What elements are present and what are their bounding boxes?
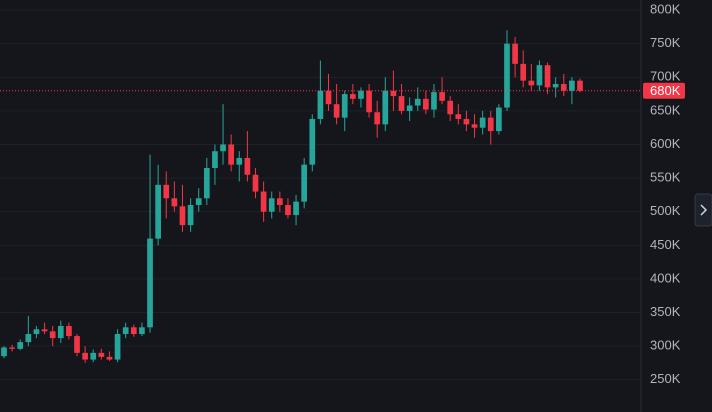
candle-body xyxy=(390,90,397,97)
candle-body xyxy=(220,144,226,152)
candle-body xyxy=(98,352,105,357)
candle-body xyxy=(106,356,113,360)
candle-body xyxy=(33,329,40,335)
candle-body xyxy=(366,90,372,113)
candle-body xyxy=(212,151,218,169)
candle-body xyxy=(114,334,121,360)
candle-body xyxy=(455,114,462,119)
candle-body xyxy=(276,198,283,205)
candle-body xyxy=(374,112,381,125)
candle-body xyxy=(560,84,567,91)
candle-body xyxy=(82,352,88,360)
candle-body xyxy=(487,117,494,132)
candle-body xyxy=(171,198,178,207)
candle-body xyxy=(350,94,356,99)
candle-body xyxy=(431,92,437,110)
candle-body xyxy=(130,327,137,335)
candle-body xyxy=(301,164,308,202)
candle-body xyxy=(9,347,15,349)
candle-body xyxy=(41,329,48,332)
candle-body xyxy=(552,84,559,88)
y-tick-label: 450K xyxy=(650,237,681,252)
candle-body xyxy=(325,90,332,105)
candle-body xyxy=(244,157,251,175)
candle-body xyxy=(90,352,97,360)
candle-body xyxy=(293,201,299,216)
candle-body xyxy=(479,117,486,128)
candle-body xyxy=(179,206,186,226)
candle-body xyxy=(414,98,421,106)
candle-body xyxy=(309,118,316,165)
y-tick-label: 600K xyxy=(650,136,681,151)
y-tick-label: 700K xyxy=(650,69,681,84)
candle-body xyxy=(544,65,551,88)
candle-body xyxy=(49,331,56,339)
candle-body xyxy=(203,168,210,199)
candle-body xyxy=(471,124,478,128)
y-tick-label: 350K xyxy=(650,304,681,319)
candle-body xyxy=(25,334,32,343)
candle-body xyxy=(139,327,145,335)
candle-body xyxy=(1,347,7,357)
candle-body xyxy=(382,90,389,125)
candle-body xyxy=(268,198,275,212)
candle-body xyxy=(147,238,153,328)
candle-body xyxy=(447,100,454,115)
y-tick-label: 750K xyxy=(650,35,681,50)
candle-body xyxy=(528,80,535,86)
candle-body xyxy=(236,157,243,165)
candle-body xyxy=(228,144,234,165)
last-price-box xyxy=(643,82,685,99)
candle-body xyxy=(260,191,267,212)
candle-body xyxy=(317,90,324,119)
candle-body xyxy=(358,90,364,99)
candle-body xyxy=(74,336,80,353)
candle-body xyxy=(463,118,470,125)
candle-body xyxy=(333,104,340,118)
last-price-label: 680K xyxy=(650,83,681,98)
candle-body xyxy=(341,94,348,118)
y-tick-label: 300K xyxy=(650,338,681,353)
candle-body xyxy=(252,174,259,192)
y-tick-label: 800K xyxy=(650,2,681,17)
candle-body xyxy=(195,198,202,205)
candle-body xyxy=(577,80,583,91)
candle-body xyxy=(504,43,510,108)
scroll-button[interactable] xyxy=(694,193,712,227)
candle-body xyxy=(285,204,291,216)
candle-body xyxy=(439,92,445,101)
candle-body xyxy=(406,105,413,111)
y-tick-label: 400K xyxy=(650,270,681,285)
candle-body xyxy=(512,43,518,64)
candle-body xyxy=(66,325,72,337)
candle-body xyxy=(187,204,194,226)
y-tick-label: 250K xyxy=(650,371,681,386)
candle-body xyxy=(569,80,575,91)
candle-body xyxy=(57,325,64,339)
candle-body xyxy=(17,342,24,349)
candle-body xyxy=(423,98,429,110)
candle-body xyxy=(122,327,129,335)
y-tick-label: 550K xyxy=(650,170,681,185)
candle-body xyxy=(155,184,161,239)
candle-body xyxy=(536,65,543,86)
y-tick-label: 500K xyxy=(650,203,681,218)
candle-body xyxy=(163,184,170,199)
candle-body xyxy=(496,107,502,132)
candle-body xyxy=(398,96,405,111)
candle-body xyxy=(520,63,527,81)
y-tick-label: 650K xyxy=(650,102,681,117)
